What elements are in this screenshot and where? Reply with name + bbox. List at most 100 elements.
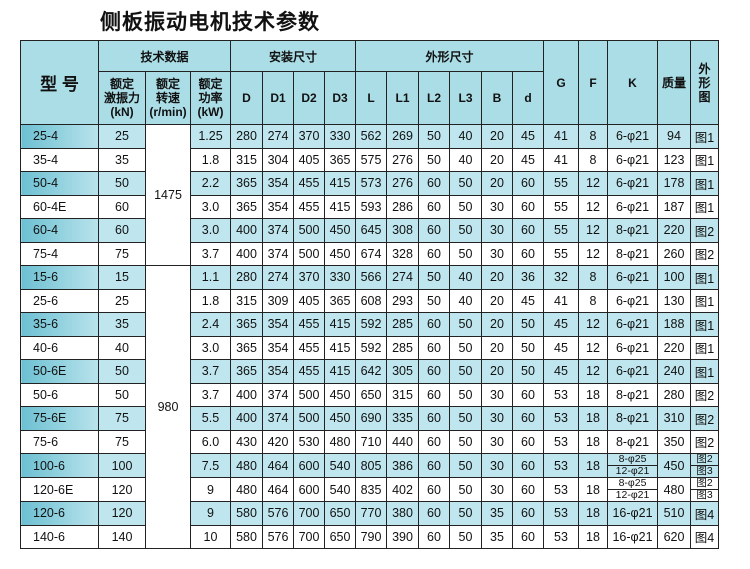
cell-model: 35-4: [20, 147, 99, 172]
cell-force: 100: [98, 453, 146, 478]
cell-b: 30: [481, 241, 513, 266]
cell-f: 12: [578, 194, 608, 219]
cell-d1: 354: [262, 312, 294, 337]
cell-l: 770: [355, 501, 387, 526]
header-install-d3: D3: [324, 71, 356, 125]
table-row: 35-4 35 1.8 315 304 405 365 575 276 50 40 20 45 41 8 6-…: [20, 147, 719, 172]
cell-power: 1.25: [190, 124, 231, 149]
cell-l3: 50: [449, 429, 482, 454]
cell-d1: 576: [262, 524, 294, 549]
cell-model: 25-6: [20, 288, 99, 313]
cell-l1: 390: [386, 524, 419, 549]
cell-d2: 500: [293, 218, 325, 243]
cell-power: 1.8: [190, 147, 231, 172]
table-row: 120-6 120 9 580 576 700 650 770 380 60 50 35 60 53 18 1…: [20, 501, 719, 526]
cell-l3: 50: [449, 359, 482, 384]
cell-b: 30: [481, 406, 513, 431]
cell-fig: 图1: [690, 312, 719, 337]
cell-d3: 540: [324, 453, 356, 478]
cell-model: 100-6: [20, 453, 99, 478]
cell-model: 75-6: [20, 429, 99, 454]
cell-power: 9: [190, 501, 231, 526]
cell-f: 18: [578, 406, 608, 431]
cell-mass: 100: [657, 265, 691, 290]
cell-g: 32: [543, 265, 579, 290]
header-g: G: [543, 40, 579, 125]
cell-k: 6-φ21: [607, 171, 658, 196]
cell-d: 365: [230, 194, 263, 219]
cell-power: 3.0: [190, 194, 231, 219]
cell-d: 50: [512, 335, 544, 360]
cell-l: 573: [355, 171, 387, 196]
cell-d: 50: [512, 359, 544, 384]
cell-f: 18: [578, 501, 608, 526]
cell-l2: 60: [418, 218, 450, 243]
cell-l3: 50: [449, 312, 482, 337]
cell-d: 60: [512, 477, 544, 502]
cell-d: 430: [230, 429, 263, 454]
cell-f: 12: [578, 241, 608, 266]
header-k: K: [607, 40, 658, 125]
header-tech: 技术数据: [98, 40, 231, 72]
cell-l: 592: [355, 335, 387, 360]
cell-d3: 650: [324, 501, 356, 526]
cell-l2: 60: [418, 194, 450, 219]
cell-k: 8-φ21: [607, 218, 658, 243]
cell-f: 18: [578, 524, 608, 549]
cell-l: 562: [355, 124, 387, 149]
cell-f: 8: [578, 265, 608, 290]
cell-d3: 330: [324, 124, 356, 149]
cell-l: 674: [355, 241, 387, 266]
cell-fig-part: 图3: [691, 465, 718, 477]
cell-f: 12: [578, 359, 608, 384]
cell-b: 20: [481, 359, 513, 384]
cell-l1: 286: [386, 194, 419, 219]
cell-d: 365: [230, 359, 263, 384]
table-row: 75-6E 75 5.5 400 374 500 450 690 335 60 50 30 60 53 18…: [20, 406, 719, 431]
table-row: 25-6 25 1.8 315 309 405 365 608 293 50 40 20 45 41 8 6-…: [20, 288, 719, 313]
cell-g: 53: [543, 524, 579, 549]
cell-force: 25: [98, 124, 146, 149]
cell-l3: 50: [449, 382, 482, 407]
cell-fig-part: 图2: [696, 453, 713, 465]
cell-mass: 220: [657, 218, 691, 243]
cell-d: 480: [230, 477, 263, 502]
cell-b: 20: [481, 335, 513, 360]
cell-l1: 328: [386, 241, 419, 266]
cell-mass: 450: [657, 453, 691, 478]
cell-l1: 293: [386, 288, 419, 313]
cell-l2: 50: [418, 124, 450, 149]
cell-f: 12: [578, 335, 608, 360]
cell-f: 18: [578, 477, 608, 502]
cell-model: 15-6: [20, 265, 99, 290]
cell-mass: 130: [657, 288, 691, 313]
cell-d3: 450: [324, 382, 356, 407]
cell-d2: 500: [293, 382, 325, 407]
cell-l3: 50: [449, 241, 482, 266]
cell-model: 120-6E: [20, 477, 99, 502]
cell-g: 45: [543, 359, 579, 384]
cell-l2: 60: [418, 477, 450, 502]
page-title: 侧板振动电机技术参数: [100, 10, 320, 34]
cell-d3: 330: [324, 265, 356, 290]
table-row: 60-4E 60 3.0 365 354 455 415 593 286 60 50 30 60 55 12…: [20, 194, 719, 219]
cell-l: 566: [355, 265, 387, 290]
header-outline-l: L: [355, 71, 387, 125]
cell-d1: 464: [262, 453, 294, 478]
cell-l: 690: [355, 406, 387, 431]
header-mass: 质量: [657, 40, 691, 125]
cell-l2: 60: [418, 241, 450, 266]
cell-d: 60: [512, 382, 544, 407]
cell-force: 120: [98, 501, 146, 526]
cell-d2: 700: [293, 524, 325, 549]
cell-d2: 600: [293, 477, 325, 502]
cell-l: 710: [355, 429, 387, 454]
cell-l: 593: [355, 194, 387, 219]
cell-mass: 178: [657, 171, 691, 196]
cell-k-part: 12-φ21: [608, 489, 657, 501]
header-speed: 额定 转速 (r/min): [145, 71, 191, 125]
cell-fig: 图1: [690, 194, 719, 219]
cell-force: 50: [98, 171, 146, 196]
cell-fig: 图1: [690, 147, 719, 172]
table-row: 35-6 35 2.4 365 354 455 415 592 285 60 50 20 50 45 12 6…: [20, 312, 719, 337]
